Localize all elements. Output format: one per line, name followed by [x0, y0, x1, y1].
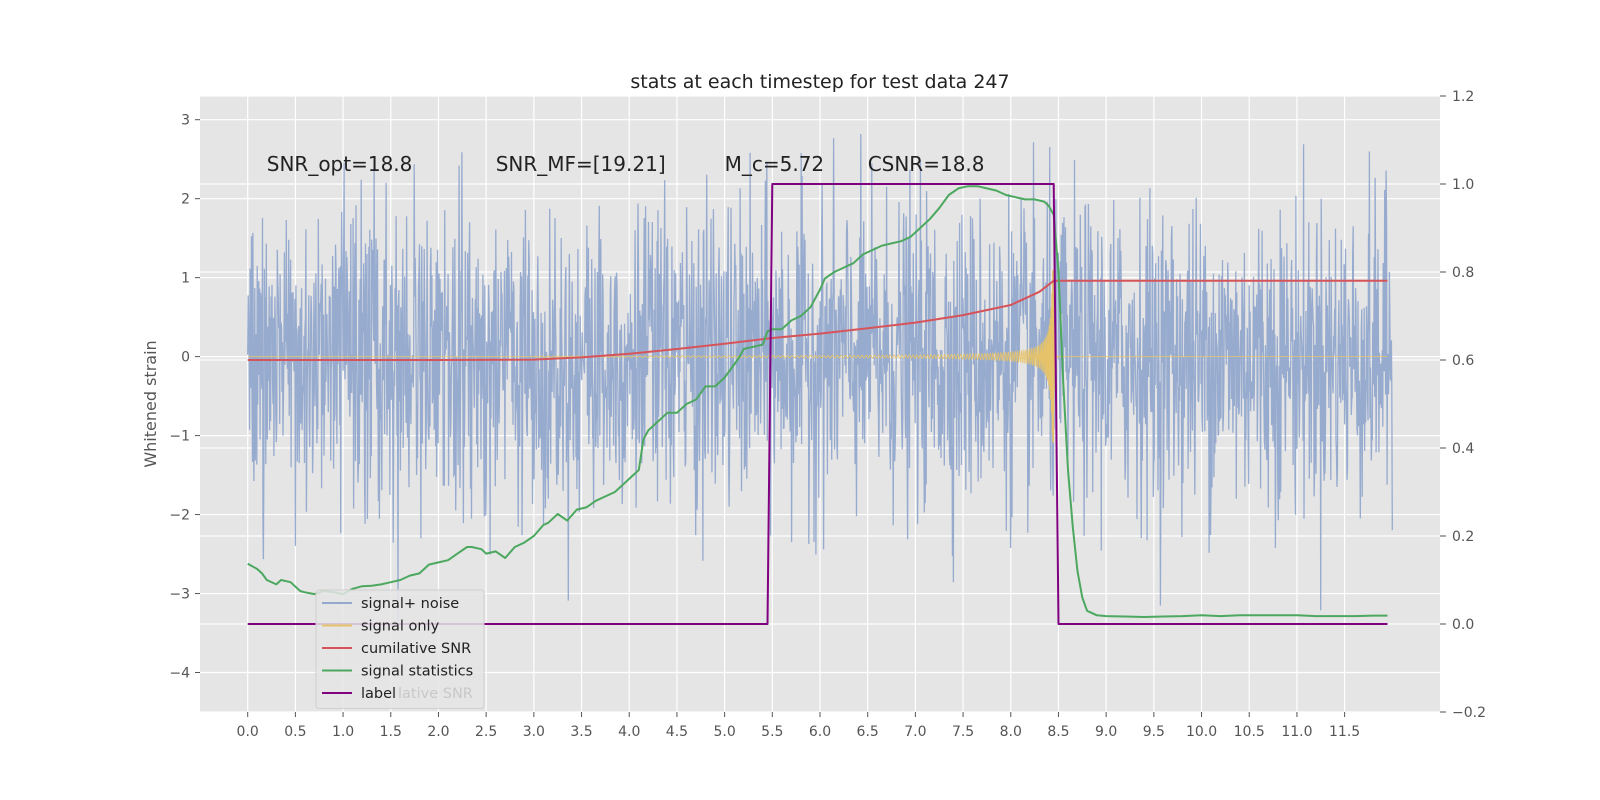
x-tick-label: 8.0	[1000, 724, 1022, 740]
x-tick-label: 3.0	[523, 724, 545, 740]
y2-tick-label: 0.8	[1452, 265, 1474, 281]
x-tick-label: 8.5	[1047, 724, 1069, 740]
y-tick-label: −1	[169, 429, 190, 445]
y2-tick-label: 1.2	[1452, 89, 1474, 105]
y-axis-label: Whitened strain	[141, 340, 160, 467]
x-tick-label: 10.5	[1234, 724, 1265, 740]
chart-title: stats at each timestep for test data 247	[630, 71, 1009, 93]
legend: signal+ noise signal only cumilative SNR si…	[315, 589, 485, 709]
x-tick-label: 1.5	[380, 724, 402, 740]
y-tick-label: 3	[181, 113, 190, 129]
x-tick-label: 3.5	[570, 724, 592, 740]
x-tick-label: 0.5	[284, 724, 306, 740]
series-signal-only	[247, 269, 1388, 444]
annotation: SNR_MF=[19.21]	[496, 152, 666, 176]
x-tick-label: 4.0	[618, 724, 640, 740]
legend-ghost-label: lative SNR	[398, 686, 473, 702]
x-tick-label: 7.5	[952, 724, 974, 740]
x-tick-label: 1.0	[332, 724, 354, 740]
x-axis: 0.0 0.5 1.0 1.5 2.0 2.5 3.0 3.5 4.0 4.5 5.0 5.5 6.0 6…	[237, 712, 1360, 740]
series-cumilative-snr	[247, 279, 1388, 361]
legend-label: signal+ noise	[361, 596, 459, 612]
x-tick-label: 7.0	[904, 724, 926, 740]
x-tick-label: 5.5	[761, 724, 783, 740]
legend-box	[315, 589, 485, 709]
y-axis-left: 3 2 1 0 −1 −2 −3 −4	[169, 113, 200, 682]
y-axis-right: 1.2 1.0 0.8 0.6 0.4 0.2 0.0 −0.2	[1440, 89, 1486, 721]
x-tick-label: 2.0	[427, 724, 449, 740]
x-tick-label: 2.5	[475, 724, 497, 740]
series-label	[247, 183, 1388, 625]
series-layer	[247, 133, 1393, 625]
y-tick-label: −3	[169, 587, 190, 603]
annotation: CSNR=18.8	[868, 152, 985, 176]
series-signal-noise	[247, 133, 1393, 623]
y-tick-label: 1	[181, 271, 190, 287]
x-tick-label: 5.0	[713, 724, 735, 740]
y2-tick-label: 0.2	[1452, 529, 1474, 545]
legend-label: cumilative SNR	[361, 641, 471, 657]
x-tick-label: 4.5	[666, 724, 688, 740]
y2-tick-label: 0.0	[1452, 617, 1474, 633]
annotation: SNR_opt=18.8	[267, 152, 413, 176]
annotations: SNR_opt=18.8 SNR_MF=[19.21] M_c=5.72 CSNR=1…	[267, 152, 985, 176]
x-tick-label: 0.0	[237, 724, 259, 740]
y2-tick-label: 1.0	[1452, 177, 1474, 193]
y2-tick-label: 0.6	[1452, 353, 1474, 369]
y-tick-label: 2	[181, 192, 190, 208]
y-tick-label: −4	[169, 666, 190, 682]
x-tick-label: 10.0	[1186, 724, 1217, 740]
legend-label: signal only	[361, 619, 440, 635]
y2-tick-label: −0.2	[1452, 705, 1486, 721]
x-tick-label: 6.0	[809, 724, 831, 740]
x-tick-label: 6.5	[857, 724, 879, 740]
legend-label: signal statistics	[361, 664, 473, 680]
series-signal-statistics	[247, 185, 1388, 618]
y-tick-label: 0	[181, 350, 190, 366]
annotation: M_c=5.72	[725, 152, 825, 176]
x-tick-label: 11.0	[1281, 724, 1312, 740]
y2-tick-label: 0.4	[1452, 441, 1474, 457]
x-tick-label: 9.0	[1095, 724, 1117, 740]
x-tick-label: 9.5	[1143, 724, 1165, 740]
legend-label: label	[361, 686, 396, 702]
y-tick-label: −2	[169, 508, 190, 524]
x-tick-label: 11.5	[1329, 724, 1360, 740]
